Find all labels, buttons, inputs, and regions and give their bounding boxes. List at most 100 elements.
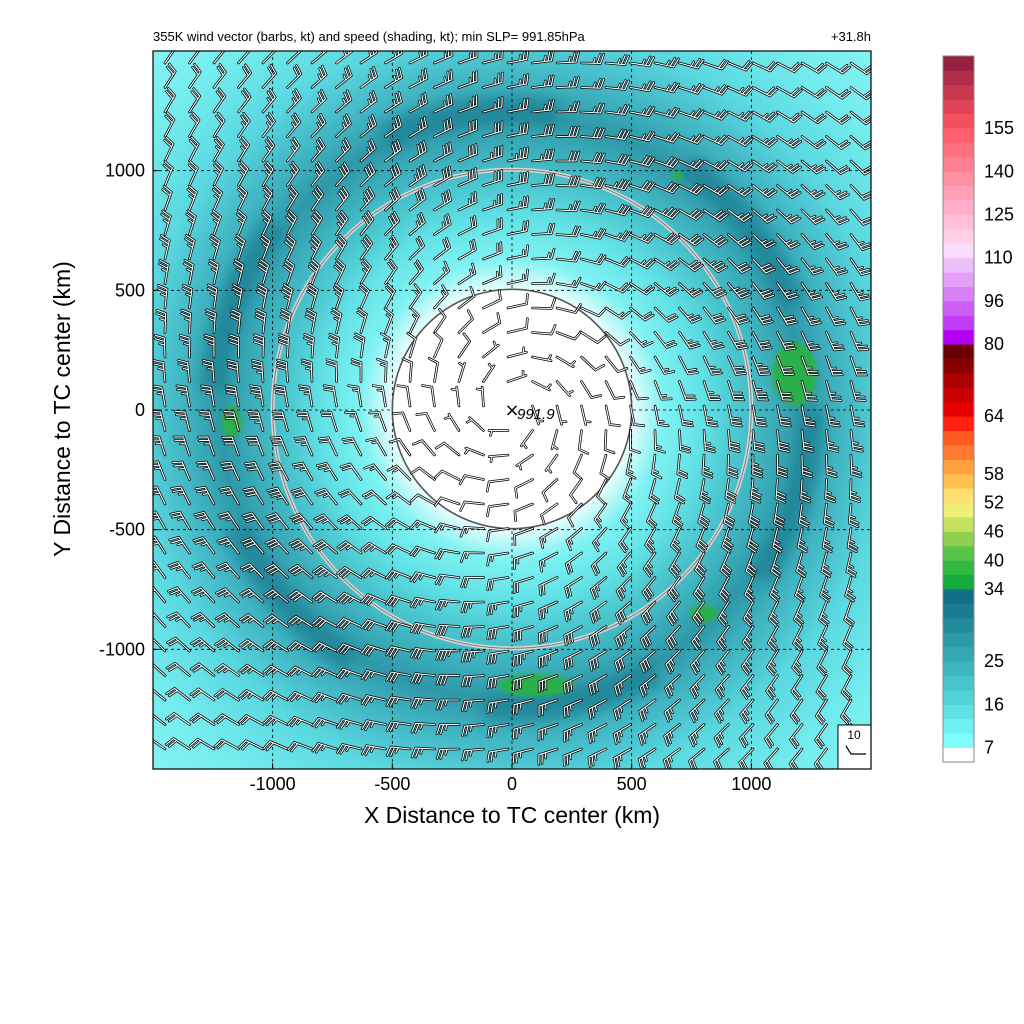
wind-barb xyxy=(678,233,705,247)
wind-barb xyxy=(771,527,783,554)
wind-barb xyxy=(587,747,608,768)
colorbar-tick-label: 16 xyxy=(984,694,1004,714)
wind-barb xyxy=(790,674,804,701)
wind-barb xyxy=(269,436,289,457)
wind-barb xyxy=(506,268,529,285)
wind-barb xyxy=(188,63,202,89)
wind-barb xyxy=(385,517,412,530)
wind-barb xyxy=(385,695,412,708)
wind-barb xyxy=(776,404,792,428)
wind-barb xyxy=(678,133,705,145)
wind-barb xyxy=(486,527,510,542)
wind-barb xyxy=(604,331,630,347)
wind-barb xyxy=(715,649,730,676)
colorbar-segment xyxy=(943,99,974,115)
wind-barb xyxy=(163,62,177,89)
wind-barb xyxy=(746,527,759,554)
wind-barb xyxy=(410,722,436,734)
wind-barb xyxy=(702,331,725,350)
wind-barb xyxy=(164,737,191,751)
colorbar-tick-label: 40 xyxy=(984,550,1004,570)
wind-barb xyxy=(727,233,753,249)
wind-barb xyxy=(520,429,534,449)
wind-barb xyxy=(360,567,387,579)
wind-barb xyxy=(702,380,721,401)
colorbar-tick-label: 125 xyxy=(984,205,1014,225)
wind-barbs xyxy=(153,51,871,769)
wind-barb xyxy=(359,210,375,236)
wind-barb xyxy=(531,272,556,285)
wind-barb xyxy=(639,649,657,674)
wind-barb xyxy=(233,258,245,285)
wind-barb xyxy=(798,502,810,529)
wind-barb xyxy=(825,429,840,453)
wind-barb xyxy=(800,135,827,150)
wind-barb xyxy=(550,429,559,451)
wind-barb xyxy=(849,331,870,352)
wind-barb xyxy=(745,551,758,579)
wind-barb xyxy=(461,747,485,762)
wind-barb xyxy=(690,625,706,651)
colorbar-segment xyxy=(943,416,974,432)
wind-barb xyxy=(457,94,479,114)
wind-barb xyxy=(283,233,297,261)
wind-barb xyxy=(460,649,485,663)
colorbar-segment xyxy=(943,459,974,475)
wind-barb xyxy=(555,76,580,89)
wind-barb xyxy=(625,453,637,480)
wind-barb xyxy=(603,429,616,455)
wind-barb xyxy=(153,637,167,653)
wind-barb xyxy=(638,698,657,722)
wind-barb xyxy=(849,453,863,478)
wind-barb xyxy=(604,256,632,268)
wind-barb xyxy=(604,128,631,141)
wind-barb xyxy=(825,453,838,478)
wind-barb xyxy=(460,576,485,588)
wind-barb xyxy=(580,127,606,140)
wind-barb xyxy=(613,674,632,697)
wind-barb xyxy=(825,331,845,352)
wind-barb xyxy=(740,649,755,676)
wind-barb xyxy=(191,561,216,579)
wind-barb xyxy=(460,551,485,563)
wind-barb xyxy=(175,384,191,408)
wind-barb xyxy=(247,410,265,432)
y-tick-label: 0 xyxy=(135,400,145,420)
wind-barb xyxy=(825,159,851,175)
wind-barb xyxy=(847,502,860,529)
wind-barb xyxy=(359,114,377,138)
wind-barb xyxy=(153,586,167,604)
wind-barb xyxy=(825,282,848,301)
wind-barb xyxy=(751,233,777,249)
wind-barb xyxy=(653,429,666,454)
wind-barb xyxy=(410,622,436,635)
wind-barb xyxy=(800,331,821,351)
x-tick-label: -1000 xyxy=(250,774,296,794)
colorbar-segment xyxy=(943,156,974,172)
wind-barb xyxy=(506,369,528,383)
wind-barb xyxy=(180,308,192,334)
wind-barb xyxy=(726,453,739,479)
wind-barb xyxy=(555,101,580,114)
wind-barb xyxy=(360,644,387,657)
wind-barb xyxy=(368,411,387,432)
wind-barb xyxy=(653,181,681,194)
wind-barb xyxy=(457,362,466,383)
wind-barb xyxy=(514,478,534,499)
wind-barb xyxy=(629,80,655,93)
wind-barb xyxy=(486,747,510,763)
wind-barb xyxy=(538,625,559,645)
colorbar-segment xyxy=(943,84,974,100)
wind-barb xyxy=(215,562,240,579)
wind-barb xyxy=(555,150,581,163)
wind-barb xyxy=(678,158,705,170)
wind-barb xyxy=(385,745,412,758)
colorbar-segment xyxy=(943,733,974,748)
wind-barb xyxy=(702,355,723,376)
wind-barb xyxy=(314,487,338,506)
wind-barb xyxy=(719,551,733,579)
wind-barb xyxy=(825,306,847,327)
wind-barb xyxy=(555,355,576,368)
wind-barb xyxy=(359,258,372,285)
wind-barb xyxy=(408,188,427,212)
